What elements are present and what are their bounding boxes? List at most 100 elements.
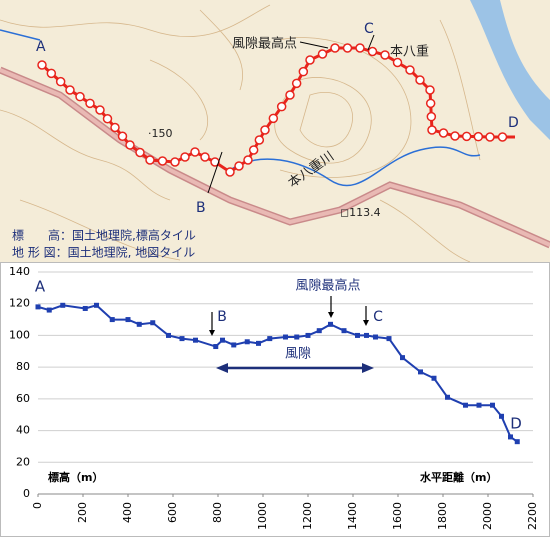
stream: [0, 29, 41, 41]
route-dot: [180, 152, 190, 162]
point: [364, 332, 369, 338]
route-dot: [170, 157, 180, 167]
route-dot: [85, 98, 95, 109]
route-dot: [415, 75, 425, 85]
route-dot: [276, 101, 287, 112]
route-dot: [190, 147, 200, 157]
point: [400, 355, 405, 361]
x-tick-label: 1800: [436, 502, 449, 530]
route-dot: [425, 98, 436, 109]
point: [244, 339, 250, 345]
point: [418, 369, 423, 375]
y-axis-title: 標高（m）: [48, 470, 103, 484]
route-dot: [426, 111, 437, 122]
route-dot: [117, 131, 128, 141]
x-tick-label: 1400: [346, 502, 359, 530]
route-dot: [438, 128, 449, 138]
route-dot: [125, 140, 135, 150]
route-dot: [145, 155, 155, 165]
arrow-head: [328, 312, 334, 318]
point: [46, 307, 52, 313]
route-dot: [225, 167, 235, 177]
map-label: B: [196, 200, 206, 216]
point: [94, 302, 99, 308]
route-dot: [254, 135, 265, 145]
point: [305, 332, 311, 338]
route-dot: [75, 91, 85, 102]
map-label: C: [364, 21, 374, 37]
point: [355, 332, 360, 338]
map: A B C D 風隙最高点 本八重 ·150 本八重川 ◻113.4 標 高：国…: [0, 0, 550, 263]
x-tick-label: 1600: [391, 502, 404, 530]
x-tick-label: 600: [166, 502, 179, 523]
y-tick-label: 120: [9, 297, 30, 310]
pointer: [299, 41, 329, 49]
route-dot: [473, 131, 484, 142]
route-dot: [427, 125, 437, 135]
y-tick-label: 100: [9, 328, 30, 341]
route-dot: [260, 125, 270, 135]
contours: [0, 4, 481, 263]
route-dot: [243, 155, 253, 165]
point: [213, 344, 219, 350]
point: [193, 337, 198, 343]
span-head: [362, 363, 374, 373]
point: [256, 340, 261, 346]
map-label: ·150: [148, 127, 173, 140]
point: [283, 334, 288, 340]
point: [125, 317, 131, 323]
map-label: A: [36, 39, 46, 55]
route-dot: [425, 85, 435, 95]
map-label: ◻113.4: [340, 206, 381, 219]
y-tick-label: 20: [16, 455, 30, 468]
point: [445, 394, 450, 400]
point: [499, 413, 504, 419]
x-tick-label: 2000: [481, 502, 494, 530]
route-dot: [46, 68, 57, 79]
y-tick-label: 40: [16, 424, 30, 437]
point: [150, 320, 156, 326]
point: [60, 302, 66, 308]
road-inner: [0, 68, 550, 247]
annotation: A: [35, 278, 46, 296]
y-tick-label: 140: [9, 265, 30, 278]
map-credit: 標 高：国土地理院,標高タイル: [12, 228, 196, 243]
route-dot: [157, 156, 168, 166]
point: [328, 321, 333, 327]
arrow-head: [363, 320, 369, 326]
route-dot: [405, 65, 415, 75]
map-label: 本八重: [390, 44, 429, 60]
annotation: 風隙最高点: [295, 278, 360, 294]
point: [179, 336, 185, 342]
route-dot: [380, 50, 390, 60]
route-dot: [342, 43, 353, 53]
route-dot: [248, 145, 259, 155]
point: [82, 305, 88, 311]
point: [109, 317, 115, 323]
point: [490, 402, 495, 408]
route-dot: [461, 131, 472, 142]
route-dot: [355, 43, 365, 53]
point: [508, 434, 513, 440]
route-dot: [305, 55, 315, 65]
x-tick-label: 1000: [256, 502, 269, 530]
arrow-head: [209, 330, 215, 336]
x-tick-label: 0: [31, 502, 44, 509]
route-dot: [367, 46, 378, 57]
annotation: B: [217, 309, 227, 325]
route-dot: [110, 122, 120, 133]
route-dot: [55, 76, 66, 87]
point: [373, 334, 378, 340]
route-dot: [392, 57, 403, 68]
annotation: 風隙: [285, 347, 311, 362]
route-dot: [285, 90, 295, 100]
route-dot: [298, 66, 309, 77]
x-tick-label: 200: [76, 502, 89, 523]
route-dot: [65, 85, 75, 95]
route-dot: [450, 131, 460, 141]
x-tick-label: 2200: [526, 502, 539, 530]
point: [463, 402, 468, 408]
point: [386, 336, 392, 342]
